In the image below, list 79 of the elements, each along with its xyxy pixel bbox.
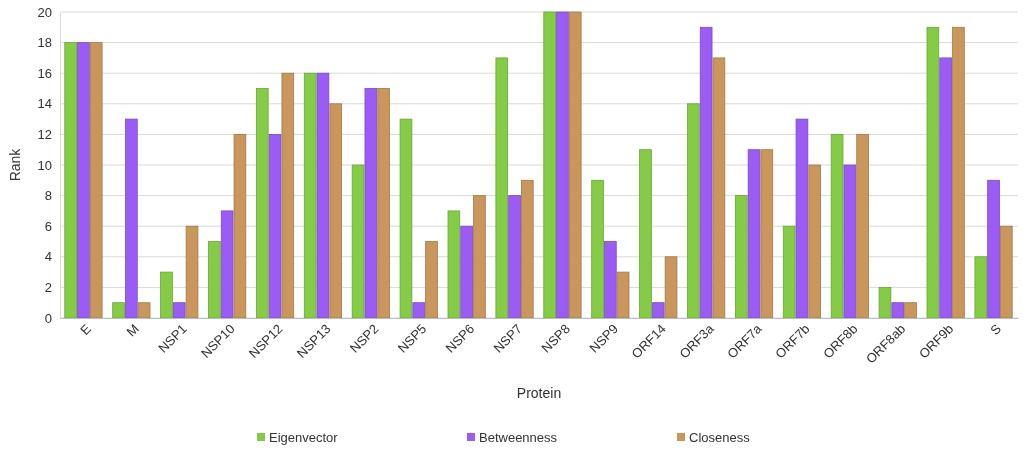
bar (364, 88, 378, 319)
bar (543, 11, 556, 319)
y-tick-label: 2 (44, 280, 52, 296)
bar (974, 256, 988, 319)
bar (747, 149, 761, 319)
bar (112, 302, 125, 319)
bar (891, 302, 905, 319)
bar (939, 57, 952, 319)
bar (460, 225, 473, 319)
bar (137, 302, 151, 319)
bar (987, 179, 1000, 319)
bar (160, 271, 173, 319)
bar (495, 57, 509, 319)
bar (473, 195, 486, 319)
bar (303, 72, 317, 319)
bar (412, 302, 426, 319)
bar (233, 134, 247, 319)
bar (782, 225, 796, 319)
bar (843, 164, 857, 319)
y-tick-label: 16 (37, 65, 52, 81)
bar (760, 149, 774, 319)
legend-label: Betweenness (479, 430, 558, 445)
bar (926, 26, 940, 319)
bar (556, 11, 569, 319)
x-tick-label: E (77, 320, 95, 338)
bar (185, 225, 199, 319)
bar (425, 241, 438, 319)
legend-label: Closeness (689, 430, 751, 445)
bar (639, 149, 652, 319)
bar (952, 26, 965, 319)
bar (77, 42, 90, 319)
bar (734, 195, 748, 319)
bar (878, 287, 892, 319)
y-tick-label: 20 (37, 4, 52, 20)
bar (64, 42, 77, 319)
y-tick-label: 4 (44, 249, 52, 265)
bar (904, 302, 917, 319)
bar (255, 88, 269, 319)
bar (208, 241, 221, 319)
bar (808, 164, 822, 319)
bar (830, 134, 844, 319)
bar (1000, 225, 1013, 319)
y-axis-title: Rank (7, 147, 23, 182)
bar (508, 195, 521, 319)
x-axis-title: Protein (516, 385, 562, 401)
bar (329, 103, 343, 319)
bar (172, 302, 186, 319)
bar (377, 88, 390, 319)
y-tick-label: 18 (37, 35, 52, 51)
bar (316, 72, 330, 319)
bar (399, 118, 413, 319)
bar (268, 134, 282, 319)
y-tick-label: 12 (37, 127, 52, 143)
bar (856, 134, 869, 319)
bar (699, 26, 713, 319)
x-tick-label: S (987, 320, 1005, 338)
y-tick-label: 10 (37, 157, 52, 173)
bar (351, 164, 365, 319)
bar (125, 118, 138, 319)
bar (687, 103, 700, 319)
bar (604, 241, 617, 319)
bar (220, 210, 234, 319)
bar (795, 118, 809, 319)
y-tick-label: 0 (44, 310, 52, 326)
bar (568, 11, 582, 319)
bar (664, 256, 678, 319)
legend-label: Eigenvector (269, 430, 339, 445)
y-tick-label: 6 (44, 218, 52, 234)
bar (616, 271, 630, 319)
bar (521, 179, 534, 319)
bar (712, 57, 726, 319)
y-tick-label: 14 (37, 96, 52, 112)
bar (447, 210, 461, 319)
bar (651, 302, 665, 319)
bar (591, 179, 604, 319)
y-tick-label: 8 (44, 188, 52, 204)
x-tick-label: M (123, 321, 142, 340)
bar (281, 72, 295, 319)
bar (89, 42, 103, 319)
